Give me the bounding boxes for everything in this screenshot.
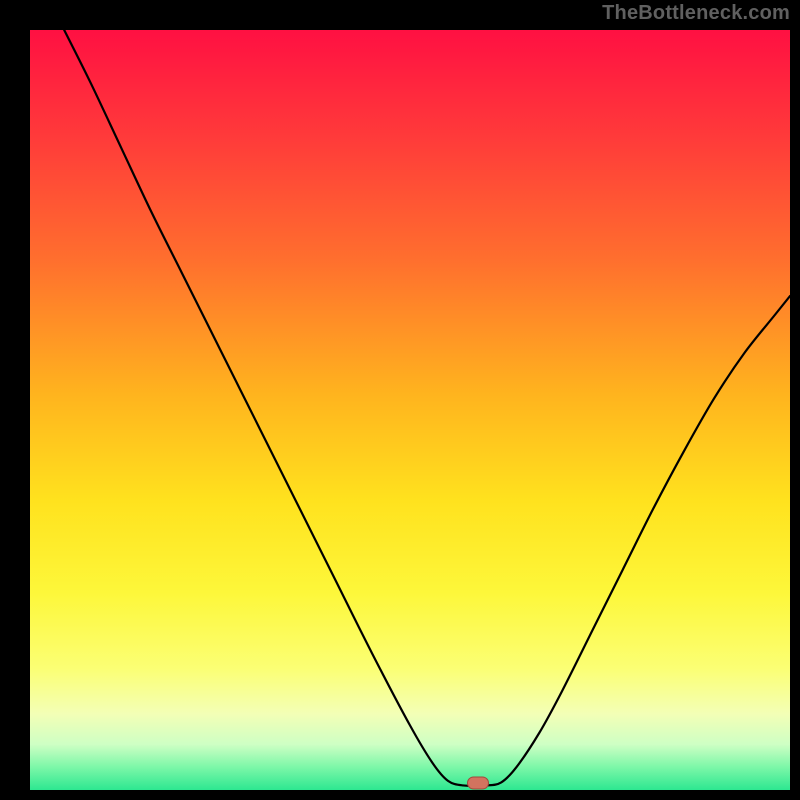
chart-container: { "watermark": { "text": "TheBottleneck.…: [0, 0, 800, 800]
plot-area: [30, 30, 790, 790]
watermark-text: TheBottleneck.com: [602, 2, 790, 25]
optimal-marker: [467, 777, 489, 790]
bottleneck-curve: [30, 30, 790, 790]
